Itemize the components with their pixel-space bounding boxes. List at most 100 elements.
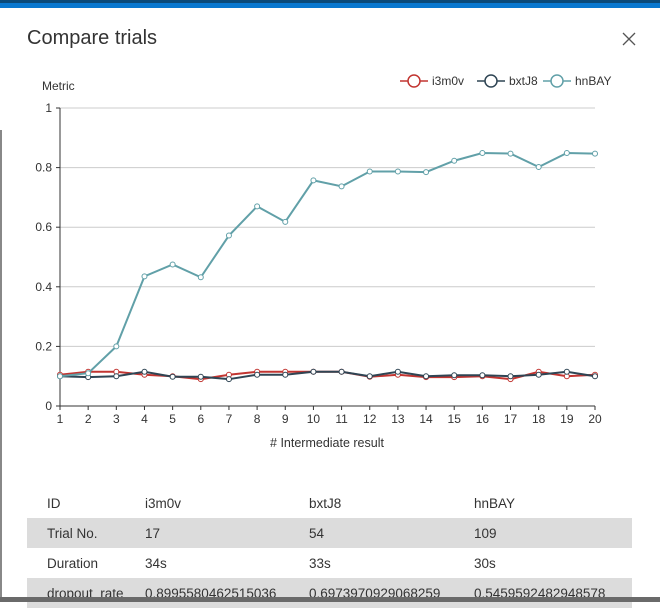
- x-tick-label: 20: [588, 412, 602, 426]
- x-tick-label: 7: [226, 412, 233, 426]
- x-tick-label: 3: [113, 412, 120, 426]
- backdrop-overlay: [0, 130, 2, 602]
- data-point: [141, 273, 148, 280]
- data-point: [338, 183, 345, 190]
- data-point: [423, 169, 430, 176]
- data-point: [113, 373, 120, 380]
- data-point: [141, 368, 148, 375]
- x-tick-label: 10: [307, 412, 321, 426]
- table-cell: 34s: [145, 555, 167, 571]
- data-point: [535, 164, 542, 171]
- y-tick-label: 0.2: [35, 339, 52, 353]
- legend-marker: [550, 74, 564, 88]
- x-tick-label: 16: [476, 412, 490, 426]
- data-point: [507, 150, 514, 157]
- data-point: [507, 373, 514, 380]
- data-point: [451, 372, 458, 379]
- data-point: [254, 203, 261, 210]
- close-icon: [622, 32, 636, 46]
- app-accent-bar: [0, 3, 660, 8]
- y-tick-label: 0.8: [35, 161, 52, 175]
- data-point: [394, 368, 401, 375]
- x-tick-label: 14: [419, 412, 433, 426]
- data-point: [592, 150, 598, 157]
- table-header-row: ID i3m0v bxtJ8 hnBAY: [27, 488, 632, 518]
- table-cell: 33s: [309, 555, 331, 571]
- y-tick-label: 0.4: [35, 280, 52, 294]
- data-point: [57, 373, 63, 380]
- data-point: [282, 371, 289, 378]
- table-cell: hnBAY: [474, 495, 516, 511]
- data-point: [225, 376, 232, 383]
- series-line-hnBAY: [59, 151, 596, 378]
- app-header-bar: [0, 0, 660, 3]
- data-point: [225, 232, 232, 239]
- table-cell: 17: [145, 518, 309, 548]
- x-tick-label: 4: [141, 412, 148, 426]
- comparison-table: ID i3m0v bxtJ8 hnBAY Trial No. 17 54 109 Duratio…: [27, 488, 632, 608]
- legend-label: i3m0v: [432, 74, 464, 88]
- y-axis-label: Metric: [42, 79, 75, 93]
- legend-item-bxtJ8[interactable]: bxtJ8: [477, 74, 538, 88]
- data-point: [563, 368, 570, 375]
- legend-item-i3m0v[interactable]: i3m0v: [400, 74, 464, 88]
- data-point: [535, 371, 542, 378]
- x-tick-label: 18: [532, 412, 546, 426]
- dialog-title: Compare trials: [27, 27, 158, 49]
- row-label: dropout_rate: [27, 578, 145, 608]
- x-tick-label: 11: [335, 412, 348, 426]
- backdrop-overlay-bottom: [0, 597, 660, 602]
- data-point: [197, 373, 204, 380]
- x-axis-label: # Intermediate result: [270, 436, 384, 450]
- table-row: Duration 34s 33s 30s: [27, 548, 632, 578]
- x-tick-label: 6: [197, 412, 204, 426]
- y-tick-label: 1: [45, 101, 52, 115]
- x-tick-label: 17: [504, 412, 518, 426]
- data-point: [451, 157, 458, 164]
- table-cell: 30s: [474, 555, 496, 571]
- data-point: [394, 168, 401, 175]
- data-point: [479, 149, 486, 156]
- legend-item-hnBAY[interactable]: hnBAY: [543, 74, 611, 88]
- row-label: Trial No.: [27, 518, 145, 548]
- x-tick-label: 13: [391, 412, 405, 426]
- legend-marker: [484, 74, 498, 88]
- table-cell: 0.6973970929068259: [309, 578, 474, 608]
- data-point: [310, 368, 317, 375]
- table-row: Trial No. 17 54 109: [27, 518, 632, 548]
- x-tick-label: 5: [169, 412, 176, 426]
- table-row: dropout_rate 0.8995580462515036 0.69739709…: [27, 578, 632, 608]
- data-point: [479, 372, 486, 379]
- x-tick-label: 8: [254, 412, 261, 426]
- legend-label: hnBAY: [575, 74, 611, 88]
- table-cell: 109: [474, 518, 632, 548]
- x-tick-label: 2: [85, 412, 92, 426]
- x-tick-label: 12: [363, 412, 377, 426]
- data-point: [563, 149, 570, 156]
- y-tick-label: 0: [45, 399, 52, 413]
- series-line-bxtJ8: [59, 370, 596, 381]
- row-label: ID: [47, 495, 61, 511]
- table-cell: 0.5459592482948578: [474, 578, 632, 608]
- table-cell: 54: [309, 518, 474, 548]
- close-button[interactable]: [619, 29, 639, 49]
- x-tick-label: 1: [57, 412, 64, 426]
- x-tick-label: 9: [282, 412, 289, 426]
- x-tick-label: 15: [448, 412, 462, 426]
- data-point: [423, 373, 430, 380]
- table-cell: bxtJ8: [309, 495, 342, 511]
- data-point: [282, 218, 289, 225]
- data-point: [254, 371, 261, 378]
- data-point: [310, 177, 317, 184]
- data-point: [85, 370, 92, 377]
- row-label: Duration: [47, 555, 99, 571]
- data-point: [366, 168, 373, 175]
- legend-marker: [407, 74, 421, 88]
- data-point: [169, 373, 176, 380]
- data-point: [592, 373, 598, 380]
- data-point: [366, 373, 373, 380]
- data-point: [338, 368, 345, 375]
- data-point: [113, 343, 120, 350]
- metric-chart: 00.20.40.60.811 2 3 4 5 6 7 8 9 10 11 12 13 14 15 16 17 1…: [35, 74, 611, 450]
- y-tick-label: 0.6: [35, 220, 52, 234]
